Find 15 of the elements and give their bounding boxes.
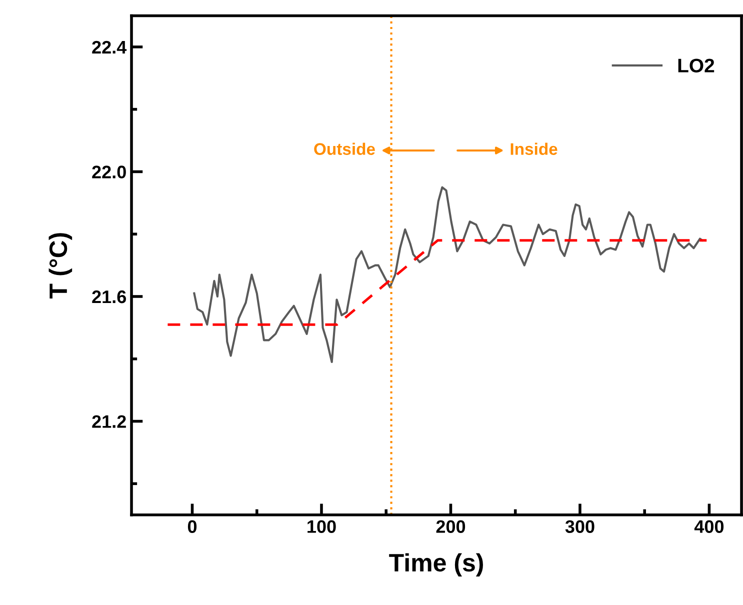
x-tick-label: 0 [188,520,197,533]
annotation: Inside [510,142,558,155]
legend-label: LO2 [678,58,714,72]
x-tick-label: 100 [308,520,336,533]
y-tick-label: 22.0 [92,166,126,178]
line-series [193,186,704,364]
y-tick-label: 21.6 [92,290,126,304]
x-tick-label: 200 [436,520,466,533]
x-axis-title: Time (s) [389,553,483,577]
x-tick-label: 400 [694,520,724,533]
y-tick-label: 22.4 [92,40,127,54]
annotation: Outside [314,142,375,155]
x-tick-label: 300 [565,520,594,534]
y-tick-label: 21.2 [92,415,126,428]
y-axis-title: T (°C) [48,233,72,298]
